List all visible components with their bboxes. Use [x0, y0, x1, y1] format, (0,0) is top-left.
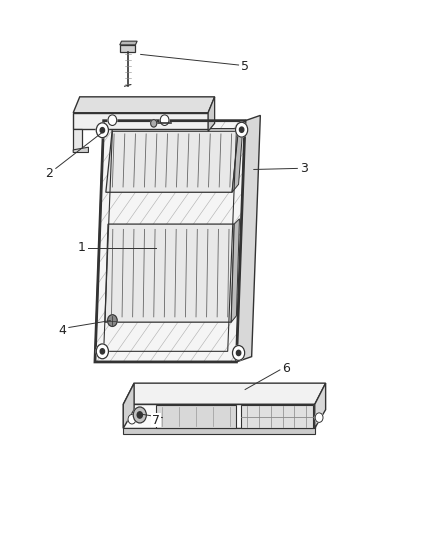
Text: 7: 7	[152, 414, 160, 427]
Circle shape	[133, 407, 146, 423]
Polygon shape	[123, 383, 325, 405]
Circle shape	[237, 350, 241, 356]
Polygon shape	[73, 128, 82, 150]
Text: 2: 2	[45, 167, 53, 180]
Circle shape	[100, 349, 105, 354]
Circle shape	[96, 123, 109, 138]
Polygon shape	[120, 45, 135, 52]
Circle shape	[100, 127, 105, 133]
Circle shape	[315, 413, 323, 422]
Polygon shape	[73, 113, 208, 128]
Polygon shape	[106, 128, 239, 192]
Polygon shape	[241, 406, 313, 427]
Circle shape	[160, 115, 169, 125]
Polygon shape	[123, 405, 315, 428]
Text: 3: 3	[300, 162, 308, 175]
Circle shape	[96, 344, 109, 359]
Circle shape	[108, 115, 117, 125]
Circle shape	[151, 119, 157, 127]
Circle shape	[233, 345, 245, 360]
Circle shape	[137, 412, 142, 418]
Text: 6: 6	[283, 362, 290, 375]
Circle shape	[240, 127, 244, 132]
Polygon shape	[232, 126, 243, 192]
Polygon shape	[120, 41, 137, 45]
Circle shape	[128, 415, 136, 424]
Circle shape	[108, 315, 117, 326]
Polygon shape	[73, 147, 88, 152]
Polygon shape	[95, 120, 245, 362]
Text: 4: 4	[58, 324, 66, 337]
Text: 5: 5	[241, 60, 249, 72]
Circle shape	[236, 122, 248, 137]
Polygon shape	[73, 97, 215, 113]
Polygon shape	[237, 115, 260, 362]
Polygon shape	[123, 428, 315, 433]
Polygon shape	[123, 383, 134, 428]
Polygon shape	[315, 383, 325, 428]
Polygon shape	[105, 224, 234, 322]
Polygon shape	[231, 219, 240, 322]
Polygon shape	[208, 97, 215, 131]
Text: 1: 1	[78, 241, 86, 254]
Polygon shape	[156, 406, 237, 427]
